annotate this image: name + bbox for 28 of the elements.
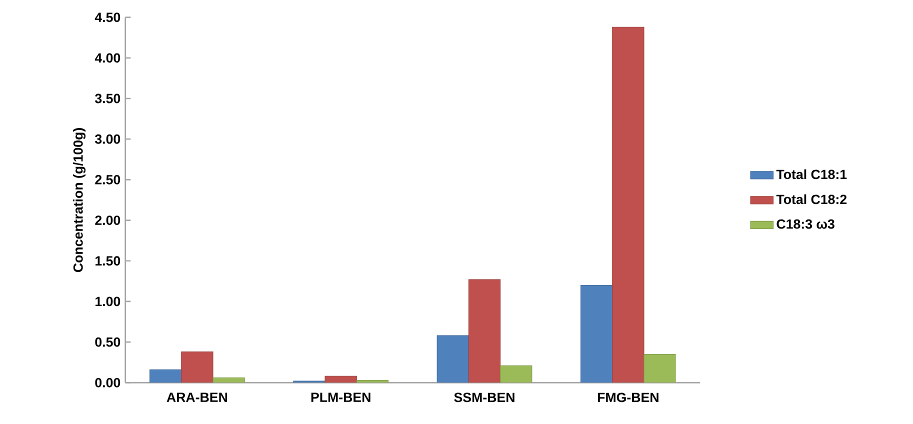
y-tick-label: 1.50	[96, 256, 120, 266]
x-tick-label: SSM-BEN	[454, 392, 514, 402]
y-tick-label: 2.50	[95, 174, 120, 184]
y-tick-label: 2.00	[95, 216, 120, 225]
y-tick-label: 3.50	[95, 94, 120, 104]
y-tick-label: 0.50	[95, 337, 120, 347]
bar	[181, 352, 214, 383]
bar	[212, 378, 245, 383]
y-tick-label: 4.50	[94, 12, 120, 22]
bar	[150, 370, 182, 383]
legend-label: Total C18:2	[776, 194, 847, 204]
legend-label: C18:3 ω3	[776, 219, 834, 229]
x-tick-label: PLM-BEN	[311, 392, 370, 402]
y-tick-label: 4.00	[94, 53, 120, 63]
x-tick-label: FMG-BEN	[598, 392, 658, 402]
y-tick-label: 3.00	[95, 134, 120, 144]
bar	[436, 335, 469, 383]
bar	[468, 279, 501, 383]
y-axis-title: Concentration (g/100g)	[73, 128, 86, 272]
legend-label: Total C18:1	[776, 169, 847, 180]
bar	[324, 376, 357, 383]
x-tick-label: ARA-BEN	[166, 392, 228, 402]
bar	[644, 354, 676, 383]
bar	[580, 284, 613, 383]
y-tick-label: 1.00	[96, 296, 120, 306]
bar	[500, 365, 532, 383]
bar	[612, 26, 644, 383]
y-tick-label: 0.00	[95, 378, 120, 388]
